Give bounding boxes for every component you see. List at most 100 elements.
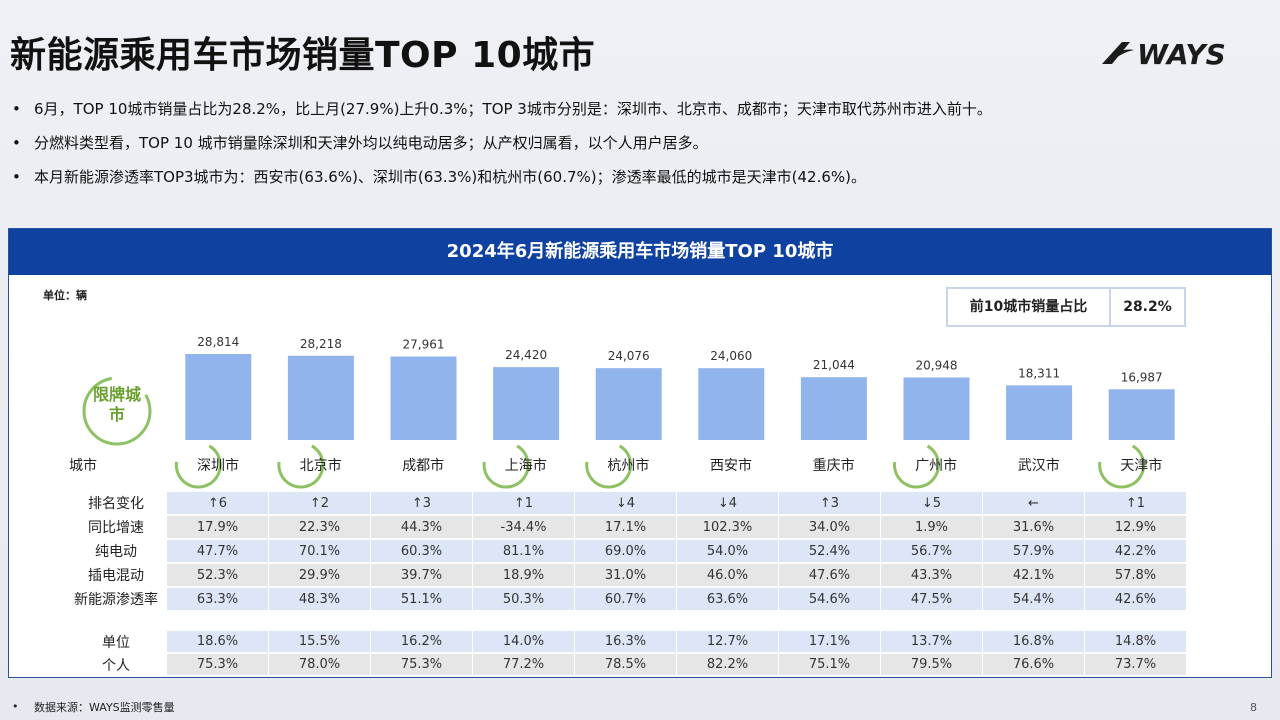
bar-深圳市	[185, 354, 252, 440]
table-cell: ↑3	[371, 492, 473, 514]
restricted-plate-badge-icon	[82, 376, 152, 446]
table-cell: 1.9%	[881, 516, 983, 538]
table-cell: 54.6%	[779, 588, 881, 610]
table-cell: 14.8%	[1085, 631, 1187, 652]
table-cell: 39.7%	[371, 564, 473, 586]
table-cell: 70.1%	[269, 540, 371, 562]
row-label: 插电混动	[88, 568, 144, 584]
table-cell: 47.7%	[167, 540, 269, 562]
table-cell: 44.3%	[371, 516, 473, 538]
table-cell: 14.0%	[473, 631, 575, 652]
share-value: 28.2%	[1123, 299, 1172, 315]
table-row: 同比增速 17.9% 22.3% 44.3% -34.4% 17.1% 102.3% 34.0…	[65, 516, 1187, 538]
table-cell: 78.5%	[575, 654, 677, 675]
city-name: 西安市	[710, 458, 752, 474]
city-name: 武汉市	[1017, 458, 1060, 474]
bar-value-label: 24,076	[608, 349, 650, 363]
city-name: 成都市	[402, 458, 445, 474]
table-cell: 56.7%	[881, 540, 983, 562]
table-cell: 29.9%	[269, 564, 371, 586]
table-cell: 50.3%	[473, 588, 575, 610]
table-cell: 31.0%	[575, 564, 677, 586]
bar-西安市	[698, 368, 765, 440]
table-cell: 17.9%	[167, 516, 269, 538]
table-row: 排名变化 ↑6 ↑2 ↑3 ↑1 ↓4 ↓4 ↑3 ↓5 ← ↑1	[65, 492, 1187, 514]
table-row: 单位 18.6% 15.5% 16.2% 14.0% 16.3% 12.7% 17.1% 13.…	[65, 631, 1187, 652]
bar-重庆市	[800, 377, 867, 440]
city-name: 杭州市	[607, 458, 650, 474]
row-label: 单位	[102, 634, 130, 651]
table-cell: 43.3%	[881, 564, 983, 586]
bar-上海市	[493, 367, 560, 440]
ways-logo-text: WAYS	[1137, 38, 1226, 71]
table-cell: 79.5%	[881, 654, 983, 675]
table-cell: -34.4%	[473, 516, 575, 538]
table-cell: 47.5%	[881, 588, 983, 610]
bullet-text: 分燃料类型看，TOP 10 城市销量除深圳和天津外均以纯电动居多；从产权归属看，…	[34, 134, 708, 152]
bar-广州市	[903, 377, 970, 440]
table-cell: ↑3	[779, 492, 881, 514]
table-cell: ↓5	[881, 492, 983, 514]
table-cell: 15.5%	[269, 631, 371, 652]
page-title: 新能源乘用车市场销量TOP 10城市	[10, 35, 596, 76]
table-cell: 57.9%	[983, 540, 1085, 562]
table-cell: 22.3%	[269, 516, 371, 538]
row-label: 纯电动	[95, 544, 137, 560]
row-label: 排名变化	[88, 496, 144, 512]
bar-value-label: 24,420	[505, 348, 547, 362]
table-cell: 16.8%	[983, 631, 1085, 652]
table-cell: 42.2%	[1085, 540, 1187, 562]
table-cell: 42.1%	[983, 564, 1085, 586]
table-cell: 73.7%	[1085, 654, 1187, 675]
bar-杭州市	[595, 368, 662, 440]
table-cell: 75.1%	[779, 654, 881, 675]
table-cell: 63.6%	[677, 588, 779, 610]
ownership-table: 单位 18.6% 15.5% 16.2% 14.0% 16.3% 12.7% 17.1% 13.…	[65, 629, 1187, 677]
bar-天津市	[1108, 389, 1175, 440]
table-cell: 17.1%	[575, 516, 677, 538]
row-label: 新能源渗透率	[74, 592, 158, 608]
table-cell: 12.9%	[1085, 516, 1187, 538]
restricted-plate-ring-icon	[893, 441, 940, 489]
bullet-item: • 6月，TOP 10城市销量占比为28.2%，比上月(27.9%)上升0.3%；…	[12, 100, 992, 118]
row-label: 同比增速	[88, 520, 144, 536]
data-source: 数据来源：WAYS监测零售量	[34, 701, 175, 714]
table-cell: ↑2	[269, 492, 371, 514]
bar-value-label: 28,814	[197, 335, 239, 349]
table-cell: 77.2%	[473, 654, 575, 675]
bullet-item: • 本月新能源渗透率TOP3城市为：西安市(63.6%)、深圳市(63.3%)和杭…	[12, 168, 866, 186]
city-name: 上海市	[504, 458, 547, 474]
table-cell: 18.9%	[473, 564, 575, 586]
ways-logo	[1102, 42, 1134, 64]
city-name: 北京市	[299, 458, 342, 474]
table-cell: 47.6%	[779, 564, 881, 586]
table-cell: 13.7%	[881, 631, 983, 652]
city-name: 广州市	[915, 458, 958, 474]
table-cell: 54.4%	[983, 588, 1085, 610]
table-cell: 63.3%	[167, 588, 269, 610]
table-cell: ↑1	[473, 492, 575, 514]
page-number: 8	[1250, 701, 1257, 714]
bar-武汉市	[1006, 385, 1073, 440]
table-cell: ↑6	[167, 492, 269, 514]
table-cell: 60.7%	[575, 588, 677, 610]
table-cell: 81.1%	[473, 540, 575, 562]
city-row-label: 城市	[69, 458, 97, 474]
restricted-plate-ring-icon	[277, 441, 325, 489]
table-cell: ↓4	[677, 492, 779, 514]
table-cell: 54.0%	[677, 540, 779, 562]
table-cell: 60.3%	[371, 540, 473, 562]
table-cell: 76.6%	[983, 654, 1085, 675]
bar-value-label: 24,060	[710, 349, 752, 363]
restricted-plate-label: 限牌城市	[93, 385, 142, 424]
bar-value-label: 16,987	[1121, 370, 1163, 384]
bar-成都市	[390, 356, 457, 440]
table-row: 个人 75.3% 78.0% 75.3% 77.2% 78.5% 82.2% 75.1% 79.…	[65, 654, 1187, 675]
summary-bullets: • 6月，TOP 10城市销量占比为28.2%，比上月(27.9%)上升0.3%；…	[12, 92, 1272, 194]
metrics-table: 排名变化 ↑6 ↑2 ↑3 ↑1 ↓4 ↓4 ↑3 ↓5 ← ↑1 同比增速 17.9% 22.3% 44.…	[65, 490, 1187, 612]
table-cell: 12.7%	[677, 631, 779, 652]
table-cell: 102.3%	[677, 516, 779, 538]
table-cell: 52.3%	[167, 564, 269, 586]
table-row: 纯电动 47.7% 70.1% 60.3% 81.1% 69.0% 54.0% 52.4% 56…	[65, 540, 1187, 562]
table-row: 新能源渗透率 63.3% 48.3% 51.1% 50.3% 60.7% 63.6% 54.6…	[65, 588, 1187, 610]
